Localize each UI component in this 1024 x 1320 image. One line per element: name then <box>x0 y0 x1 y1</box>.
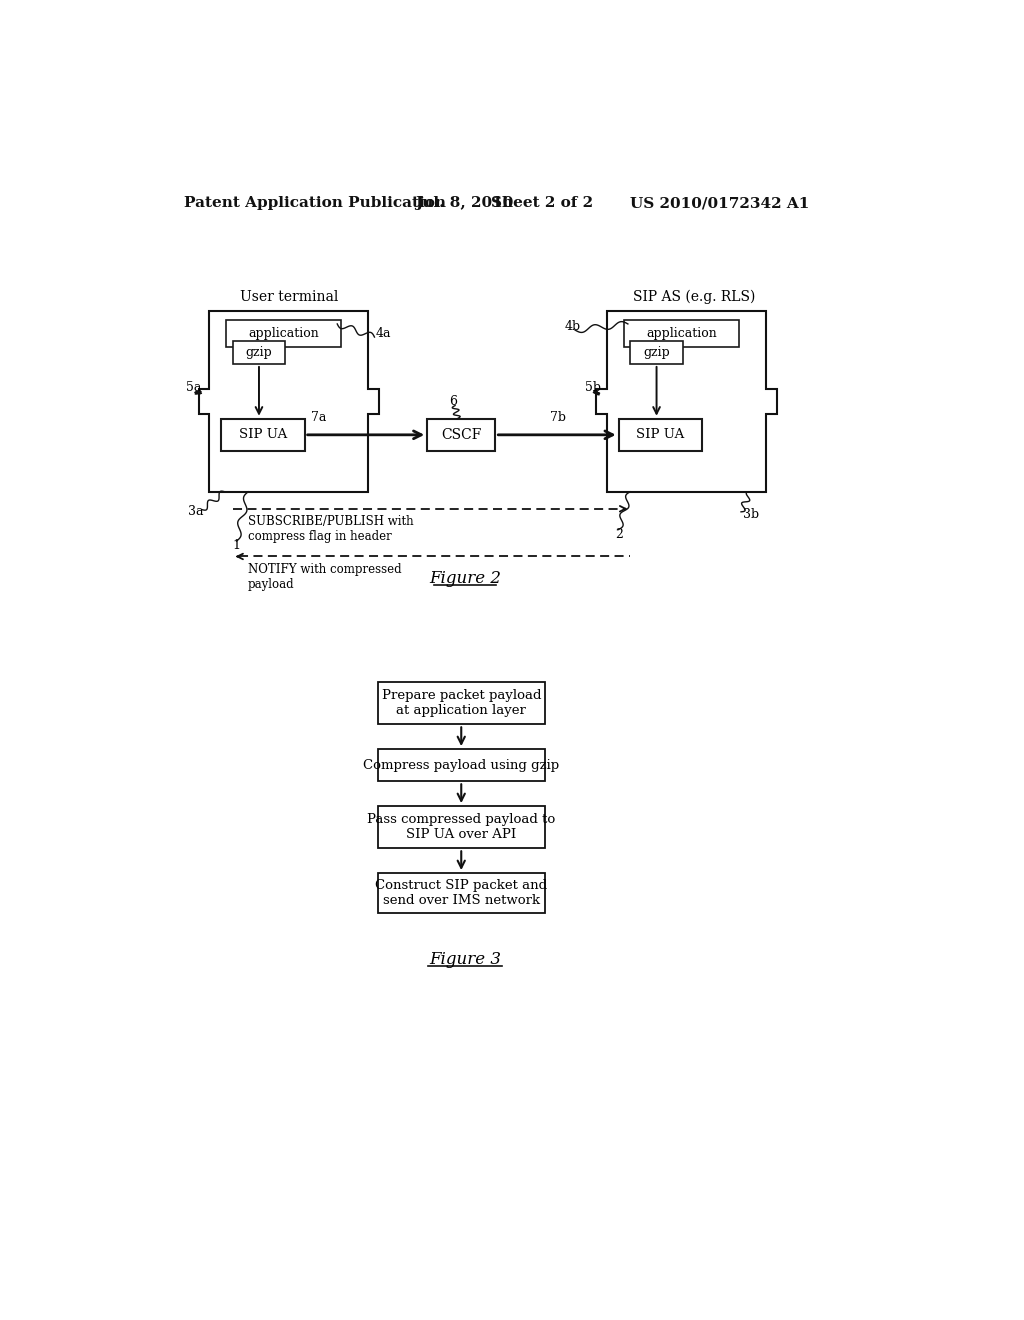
Text: 7a: 7a <box>311 412 327 425</box>
Text: Figure 2: Figure 2 <box>429 569 501 586</box>
Text: SIP UA: SIP UA <box>239 428 287 441</box>
Bar <box>378 807 545 849</box>
Text: Compress payload using gzip: Compress payload using gzip <box>364 759 559 772</box>
Bar <box>226 321 341 347</box>
Text: Pass compressed payload to
SIP UA over API: Pass compressed payload to SIP UA over A… <box>368 813 555 841</box>
Text: 3b: 3b <box>742 508 759 521</box>
Bar <box>378 682 545 725</box>
Bar <box>378 873 545 913</box>
Text: Patent Application Publication: Patent Application Publication <box>183 197 445 210</box>
Text: 7b: 7b <box>550 412 565 425</box>
Text: 5a: 5a <box>186 381 202 393</box>
Text: 6: 6 <box>450 395 458 408</box>
Text: Sheet 2 of 2: Sheet 2 of 2 <box>490 197 593 210</box>
Text: SIP UA: SIP UA <box>636 428 685 441</box>
Text: US 2010/0172342 A1: US 2010/0172342 A1 <box>630 197 810 210</box>
Text: NOTIFY with compressed
payload: NOTIFY with compressed payload <box>248 562 401 590</box>
Text: application: application <box>646 327 717 341</box>
Bar <box>630 341 683 364</box>
Text: SIP AS (e.g. RLS): SIP AS (e.g. RLS) <box>633 290 756 304</box>
Text: CSCF: CSCF <box>441 428 481 442</box>
Text: User terminal: User terminal <box>240 290 338 304</box>
Text: Jul. 8, 2010: Jul. 8, 2010 <box>415 197 513 210</box>
Text: Construct SIP packet and
send over IMS network: Construct SIP packet and send over IMS n… <box>375 879 547 907</box>
Text: gzip: gzip <box>246 346 272 359</box>
Bar <box>378 748 545 781</box>
Text: Prepare packet payload
at application layer: Prepare packet payload at application la… <box>382 689 541 717</box>
Text: 4b: 4b <box>564 319 581 333</box>
Text: gzip: gzip <box>643 346 670 359</box>
Text: 3a: 3a <box>187 504 203 517</box>
Bar <box>427 418 496 451</box>
Text: 1: 1 <box>232 539 241 552</box>
Text: 2: 2 <box>614 528 623 541</box>
Bar <box>624 321 738 347</box>
Polygon shape <box>596 312 776 492</box>
Bar <box>232 341 286 364</box>
Bar <box>221 418 305 451</box>
Polygon shape <box>199 312 379 492</box>
Text: Figure 3: Figure 3 <box>429 950 501 968</box>
Text: 4a: 4a <box>376 327 391 341</box>
Text: SUBSCRIBE/PUBLISH with
compress flag in header: SUBSCRIBE/PUBLISH with compress flag in … <box>248 515 414 543</box>
Text: application: application <box>249 327 319 341</box>
Bar <box>618 418 702 451</box>
Text: 5b: 5b <box>586 381 601 393</box>
